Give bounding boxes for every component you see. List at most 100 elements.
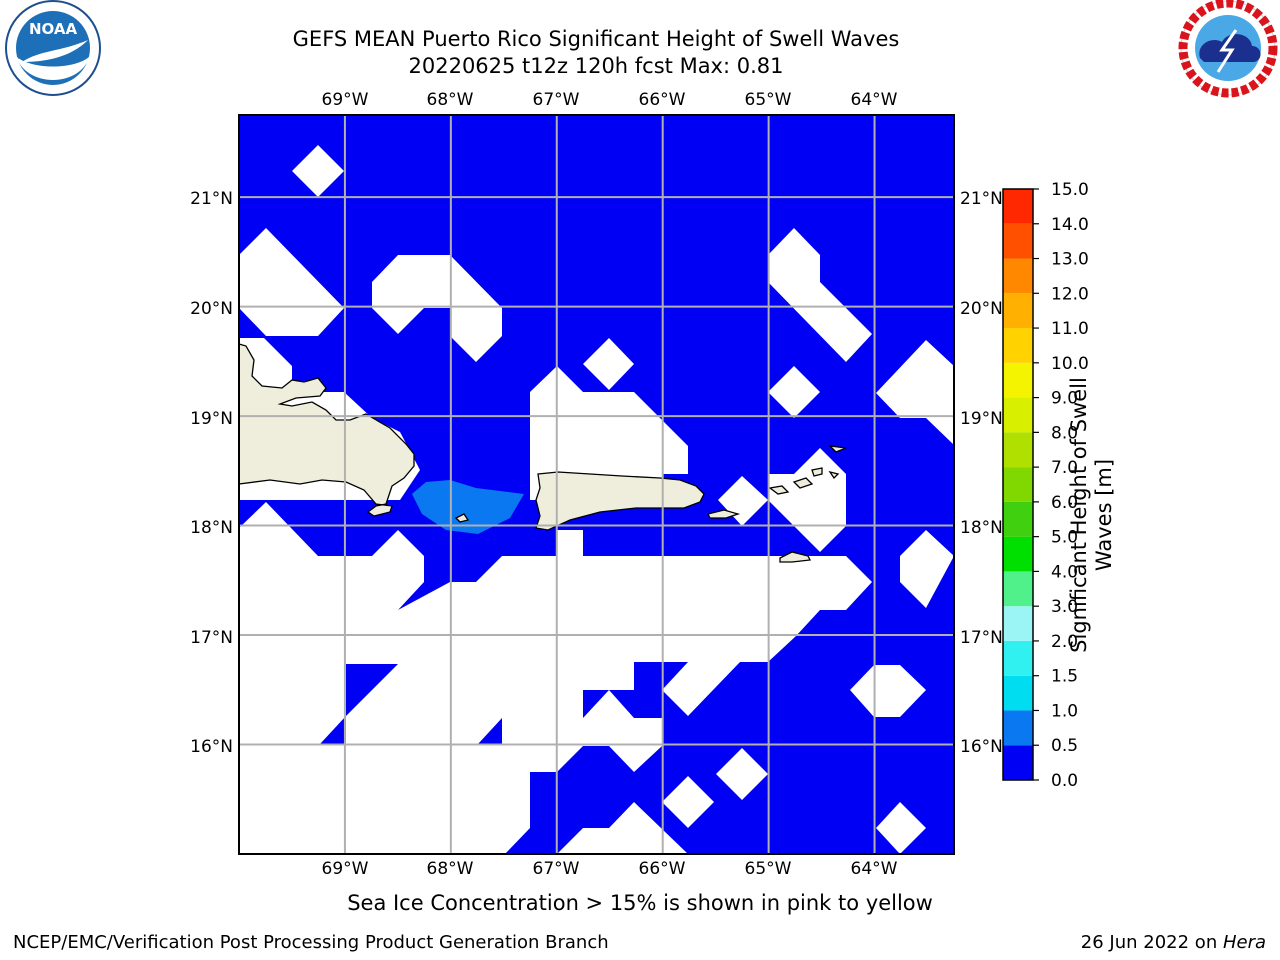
lon-label-top: 65°W <box>745 90 792 110</box>
hispaniola-land <box>238 343 415 517</box>
colorbar-swatch <box>1003 501 1033 537</box>
vieques-island <box>707 509 741 519</box>
no-data-patch <box>716 748 768 800</box>
noaa-logo-text: NOAA <box>29 20 78 38</box>
colorbar-tick-label: 2.0 <box>1051 632 1078 652</box>
lat-label-right: 18°N <box>960 518 1003 538</box>
colorbar-tick-label: 9.0 <box>1051 389 1078 409</box>
lon-label-bottom: 65°W <box>745 859 792 879</box>
colorbar-tick-label: 6.0 <box>1051 493 1078 513</box>
lon-label-bottom: 69°W <box>322 859 369 879</box>
no-data-patch <box>768 228 872 362</box>
noaa-logo: NOAA <box>5 0 101 96</box>
no-data-patch <box>662 776 714 828</box>
colorbar-swatches <box>1003 189 1033 780</box>
virgin-islands <box>768 445 847 563</box>
map-frame <box>238 114 955 855</box>
no-data-patch <box>876 340 954 445</box>
colorbar-frame <box>1002 188 1034 781</box>
lat-label-left: 17°N <box>190 628 233 648</box>
colorbar-swatch <box>1003 745 1033 780</box>
colorbar-swatch <box>1003 189 1033 224</box>
colorbar-swatch <box>1003 571 1033 607</box>
colorbar-label: Significant Height of Swell Waves [m] <box>1067 375 1117 655</box>
colorbar-swatch <box>1003 467 1033 502</box>
lon-label-bottom: 68°W <box>427 859 474 879</box>
lat-label-left: 21°N <box>190 189 233 209</box>
ocean-patch <box>478 718 502 744</box>
nws-logo <box>1178 0 1278 98</box>
lon-label-bottom: 64°W <box>851 859 898 879</box>
colorbar-tick-label: 5.0 <box>1051 528 1078 548</box>
colorbar-tick-label: 8.0 <box>1051 423 1078 443</box>
colorbar-tick-label: 0.5 <box>1051 736 1078 756</box>
lon-label-top: 69°W <box>322 90 369 110</box>
lat-label-left: 18°N <box>190 518 233 538</box>
colorbar-swatch <box>1003 640 1033 676</box>
colorbar-tick-label: 13.0 <box>1051 250 1089 270</box>
colorbar-swatch <box>1003 710 1033 746</box>
footer-credit: NCEP/EMC/Verification Post Processing Pr… <box>13 932 609 953</box>
no-data-patch <box>530 366 688 500</box>
lon-label-top: 67°W <box>533 90 580 110</box>
lon-label-top: 66°W <box>639 90 686 110</box>
no-data-patch <box>239 228 344 336</box>
lat-label-right: 20°N <box>960 299 1003 319</box>
lon-label-bottom: 67°W <box>533 859 580 879</box>
colorbar-swatch <box>1003 536 1033 572</box>
mona-island <box>454 513 470 523</box>
lat-label-right: 21°N <box>960 189 1003 209</box>
colorbar-tick-label: 3.0 <box>1051 597 1078 617</box>
lat-label-right: 17°N <box>960 628 1003 648</box>
footer-machine-name: Hera <box>1222 932 1266 953</box>
colorbar-tick-label: 0.0 <box>1051 771 1078 791</box>
colorbar-swatch <box>1003 223 1033 259</box>
lon-label-bottom: 66°W <box>639 859 686 879</box>
no-data-patch <box>850 665 926 717</box>
colorbar-tick-label: 7.0 <box>1051 458 1078 478</box>
colorbar-tick-label: 1.0 <box>1051 701 1078 721</box>
sea-ice-note-text: Sea Ice Concentration > 15% is shown in … <box>347 891 933 915</box>
colorbar-swatch <box>1003 432 1033 468</box>
colorbar-tick-label: 12.0 <box>1051 284 1089 304</box>
lat-label-left: 19°N <box>190 409 233 429</box>
ocean-inset-regions <box>320 664 502 744</box>
no-data-patch <box>768 366 820 418</box>
colorbar-swatch <box>1003 397 1033 433</box>
colorbar-tick-label: 1.5 <box>1051 667 1078 687</box>
ocean-patch <box>320 716 346 744</box>
colorbar-tick-label: 10.0 <box>1051 354 1089 374</box>
colorbar-tick-label: 14.0 <box>1051 215 1089 235</box>
colorbar-swatch <box>1003 328 1033 363</box>
no-data-patch <box>557 802 688 854</box>
lat-label-right: 16°N <box>960 737 1003 757</box>
footer-date: 26 Jun 2022 on Hera <box>1081 932 1266 953</box>
swell-0.5-1.0-patch <box>412 480 524 534</box>
no-data-patch <box>876 802 926 854</box>
chart-subtitle: 20220625 t12z 120h fcst Max: 0.81 <box>408 54 784 78</box>
colorbar-tick-label: 11.0 <box>1051 319 1089 339</box>
colorbar-swatch <box>1003 606 1033 641</box>
lon-label-top: 68°W <box>427 90 474 110</box>
map-plot-area <box>238 114 955 855</box>
ocean-patch <box>346 664 398 716</box>
colorbar-tick-label: 4.0 <box>1051 562 1078 582</box>
no-data-patch <box>239 502 872 854</box>
no-data-patch <box>372 255 502 362</box>
no-data-patch <box>900 530 954 608</box>
chart-title: GEFS MEAN Puerto Rico Significant Height… <box>292 27 900 51</box>
colorbar-ticks: 0.0 0.5 1.0 1.5 2.0 3.0 4.0 5.0 6.0 7.0 8.0 9.0 10.0… <box>1033 180 1089 791</box>
colorbar-swatch <box>1003 362 1033 398</box>
colorbar-swatch <box>1003 258 1033 294</box>
map-gridlines <box>239 115 954 854</box>
colorbar-label-line2: Waves [m] <box>1092 458 1116 572</box>
footer-date-text: 26 Jun 2022 on <box>1080 932 1223 953</box>
lat-label-right: 19°N <box>960 409 1003 429</box>
sea-ice-note: Sea Ice Concentration > 15% is shown in … <box>0 891 1280 915</box>
map-axis-labels: 69°W 68°W 67°W 66°W 65°W 64°W 69°W 68°W … <box>190 90 1003 879</box>
colorbar-label-line1: Significant Height of Swell <box>1067 377 1091 653</box>
colorbar-tick-label: 15.0 <box>1051 180 1089 200</box>
colorbar-swatch <box>1003 675 1033 711</box>
colorbar: 0.0 0.5 1.0 1.5 2.0 3.0 4.0 5.0 6.0 7.0 8.0 9.0 10.0… <box>1002 180 1089 791</box>
